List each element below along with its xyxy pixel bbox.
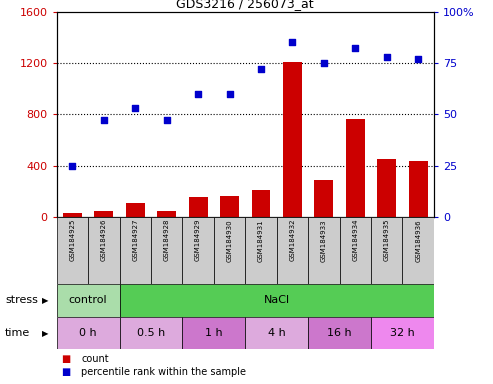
Bar [189,197,208,217]
Text: 0.5 h: 0.5 h [137,328,165,338]
Bar [214,217,246,284]
Text: control: control [69,295,107,306]
Point [257,66,265,72]
Text: GSM184930: GSM184930 [227,219,233,262]
Text: GSM184931: GSM184931 [258,219,264,262]
Bar [251,190,270,217]
Bar [402,217,434,284]
Bar [220,197,239,217]
Point [414,56,422,62]
Text: GSM184927: GSM184927 [132,219,138,262]
Bar [94,210,113,217]
Bar [308,217,340,284]
Title: GDS3216 / 256073_at: GDS3216 / 256073_at [176,0,314,10]
Text: GSM184932: GSM184932 [289,219,295,262]
Bar [157,210,176,217]
Bar [346,119,365,217]
Bar [245,317,308,349]
Text: GSM184936: GSM184936 [415,219,421,262]
Bar [119,317,182,349]
Bar [277,217,308,284]
Text: 0 h: 0 h [79,328,97,338]
Text: ▶: ▶ [42,296,48,305]
Point [320,60,328,66]
Text: ▶: ▶ [42,329,48,338]
Text: GSM184926: GSM184926 [101,219,107,262]
Point [131,105,139,111]
Text: 32 h: 32 h [390,328,415,338]
Bar [63,213,82,217]
Point [226,91,234,97]
Bar [119,217,151,284]
Bar [126,204,145,217]
Bar [308,317,371,349]
Text: time: time [5,328,30,338]
Bar [377,159,396,217]
Point [69,162,76,169]
Point [194,91,202,97]
Text: GSM184929: GSM184929 [195,219,201,262]
Text: GSM184928: GSM184928 [164,219,170,262]
Bar [315,180,333,217]
Bar [57,217,88,284]
Point [352,45,359,51]
Text: count: count [81,354,109,364]
Text: 1 h: 1 h [205,328,223,338]
Point [100,118,108,124]
Text: 4 h: 4 h [268,328,285,338]
Text: ■: ■ [62,367,71,377]
Bar [182,217,214,284]
Text: GSM184935: GSM184935 [384,219,389,262]
Text: percentile rank within the sample: percentile rank within the sample [81,367,246,377]
Text: GSM184925: GSM184925 [70,219,75,262]
Point [288,39,296,45]
Point [383,54,390,60]
Text: NaCl: NaCl [264,295,290,306]
Bar [88,217,119,284]
Bar [182,317,245,349]
Bar [340,217,371,284]
Bar [371,217,402,284]
Bar [409,161,427,217]
Text: ■: ■ [62,354,71,364]
Bar [245,217,277,284]
Text: GSM184933: GSM184933 [321,219,327,262]
Text: stress: stress [5,295,38,306]
Bar [371,317,434,349]
Bar [57,284,119,317]
Bar [119,284,434,317]
Point [163,118,171,124]
Text: GSM184934: GSM184934 [352,219,358,262]
Text: 16 h: 16 h [327,328,352,338]
Bar [151,217,182,284]
Bar [57,317,119,349]
Bar [283,61,302,217]
